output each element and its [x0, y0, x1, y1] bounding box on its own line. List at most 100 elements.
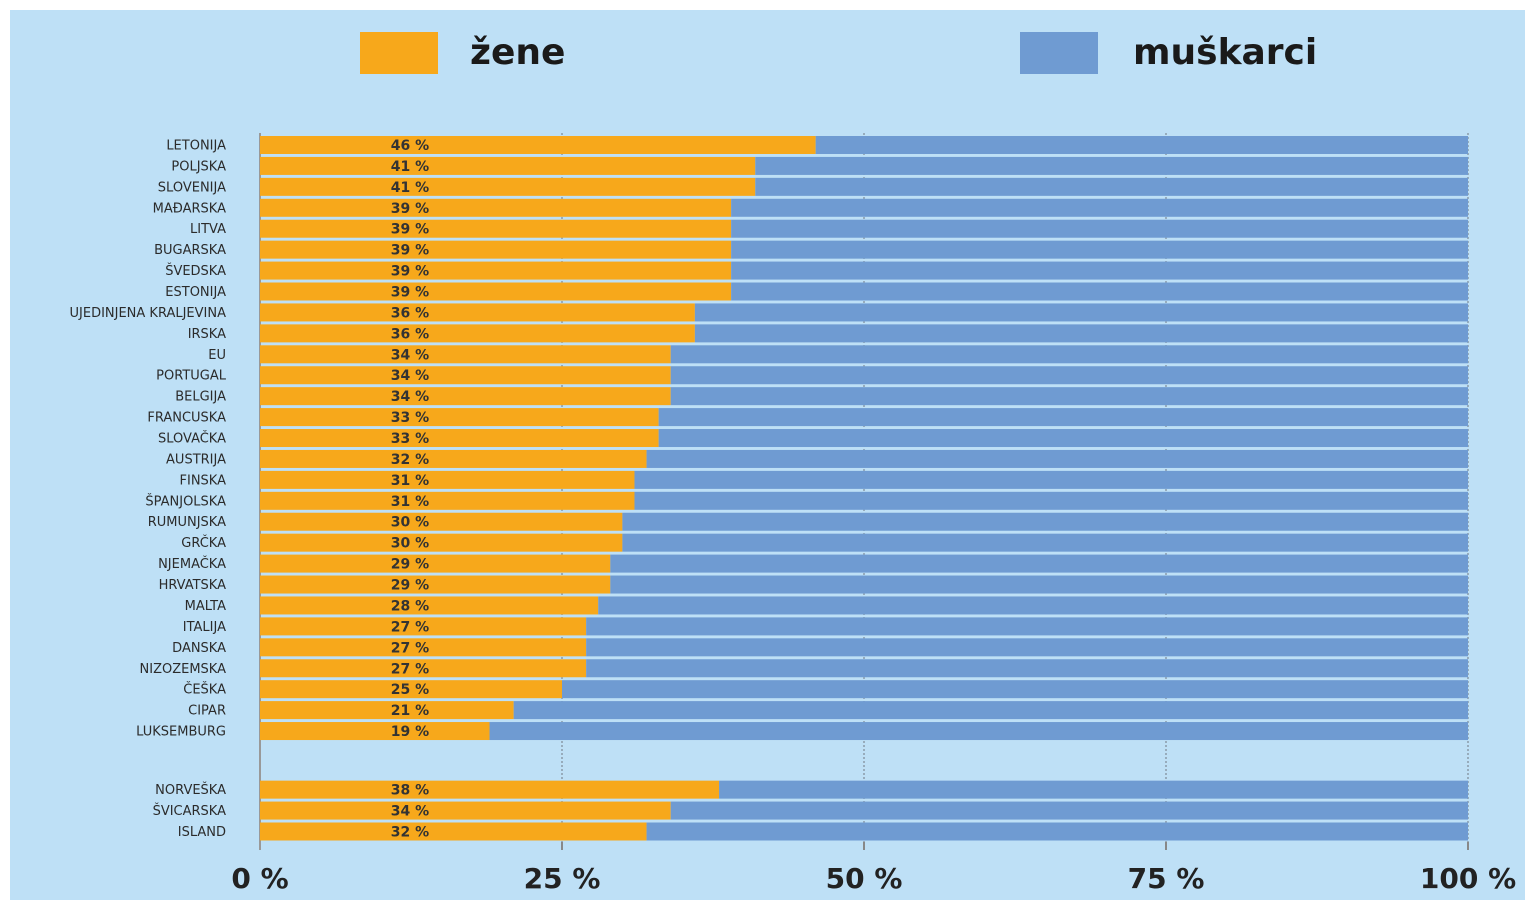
bar-segment — [260, 722, 490, 741]
x-tick-label: 50 % — [826, 862, 903, 895]
category-label: IRSKA — [188, 327, 226, 342]
bar-segment — [670, 345, 1468, 364]
bar-segment — [658, 408, 1468, 427]
value-label: 32 % — [391, 452, 429, 468]
value-label: 34 % — [391, 347, 429, 363]
bar-segment — [489, 722, 1468, 741]
category-label: NJEMAČKA — [158, 556, 226, 572]
category-label: ŠPANJOLSKA — [145, 493, 226, 509]
category-label: ČEŠKA — [183, 682, 226, 698]
bar-segment — [260, 240, 732, 259]
bar-segment — [815, 136, 1468, 154]
bar-segment — [260, 324, 695, 343]
bar-segment — [260, 801, 671, 820]
bar-segment — [260, 822, 647, 841]
value-label: 25 % — [391, 682, 429, 698]
bar-segment — [610, 554, 1468, 573]
category-label: UJEDINJENA KRALJEVINA — [70, 306, 227, 321]
bar-segment — [260, 554, 611, 573]
value-label: 39 % — [391, 243, 429, 259]
bar-segment — [586, 638, 1468, 657]
value-label: 28 % — [391, 598, 429, 614]
bar-segment — [260, 512, 623, 531]
category-label: POLJSKA — [171, 159, 226, 174]
bar-segment — [260, 659, 587, 678]
bar-segment — [260, 491, 635, 510]
category-label: SLOVENIJA — [158, 180, 226, 195]
bar-segment — [622, 512, 1468, 531]
bar-segment — [260, 533, 623, 552]
category-label: ŠVEDSKA — [165, 263, 226, 279]
value-label: 30 % — [391, 536, 429, 552]
category-label: PORTUGAL — [156, 369, 227, 384]
category-label: FRANCUSKA — [147, 411, 226, 426]
legend-swatch — [1020, 32, 1098, 74]
bar-segment — [260, 449, 647, 468]
bar-segment — [731, 282, 1468, 301]
value-label: 34 % — [391, 368, 429, 384]
bar-segment — [513, 701, 1468, 720]
bar-segment — [260, 701, 514, 720]
bar-segment — [260, 219, 732, 238]
bar-segment — [260, 282, 732, 301]
category-label: SLOVAČKA — [158, 431, 226, 447]
bar-segment — [731, 240, 1468, 259]
value-label: 29 % — [391, 557, 429, 573]
bar-segment — [719, 780, 1468, 799]
bar-segment — [260, 261, 732, 280]
bar-segment — [622, 533, 1468, 552]
category-label: GRČKA — [181, 535, 226, 551]
category-label: BUGARSKA — [154, 243, 226, 258]
value-label: 32 % — [391, 825, 429, 841]
value-label: 31 % — [391, 494, 429, 510]
category-label: CIPAR — [188, 704, 226, 719]
value-label: 21 % — [391, 703, 429, 719]
value-label: 31 % — [391, 473, 429, 489]
category-label: ŠVICARSKA — [153, 803, 227, 819]
category-label: DANSKA — [172, 641, 226, 656]
x-tick-label: 25 % — [524, 862, 601, 895]
bar-segment — [260, 198, 732, 217]
category-label: RUMUNJSKA — [148, 515, 226, 530]
category-label: LETONIJA — [166, 139, 226, 154]
value-label: 39 % — [391, 201, 429, 217]
value-label: 34 % — [391, 389, 429, 405]
x-tick-label: 100 % — [1420, 862, 1516, 895]
bar-segment — [260, 638, 587, 657]
bar-segment — [260, 366, 671, 385]
bar-segment — [260, 408, 659, 427]
bar-segment — [634, 491, 1468, 510]
bar-segment — [610, 575, 1468, 594]
category-label: MALTA — [185, 599, 226, 614]
bar-segment — [260, 470, 635, 489]
bar-segment — [586, 659, 1468, 678]
value-label: 39 % — [391, 285, 429, 301]
bar-segment — [694, 324, 1468, 343]
bar-segment — [562, 680, 1468, 699]
value-label: 19 % — [391, 724, 429, 740]
bar-segment — [646, 822, 1468, 841]
value-label: 36 % — [391, 326, 429, 342]
category-label: ISLAND — [178, 825, 226, 840]
bar-segment — [670, 801, 1468, 820]
category-label: ESTONIJA — [165, 285, 226, 300]
bar-segment — [731, 198, 1468, 217]
value-label: 39 % — [391, 222, 429, 238]
value-label: 39 % — [391, 264, 429, 280]
legend-label: muškarci — [1133, 32, 1317, 73]
category-label: AUSTRIJA — [166, 452, 226, 467]
bar-segment — [694, 303, 1468, 322]
value-label: 34 % — [391, 804, 429, 820]
bar-segment — [598, 596, 1468, 615]
bar-segment — [755, 177, 1468, 196]
category-label: BELGIJA — [175, 390, 226, 405]
category-label: HRVATSKA — [159, 578, 227, 593]
legend-swatch — [360, 32, 438, 74]
bar-segment — [260, 680, 562, 699]
value-label: 27 % — [391, 661, 429, 677]
bar-segment — [260, 617, 587, 636]
bar-segment — [670, 387, 1468, 406]
bar-segment — [260, 177, 756, 196]
bar-segment — [586, 617, 1468, 636]
